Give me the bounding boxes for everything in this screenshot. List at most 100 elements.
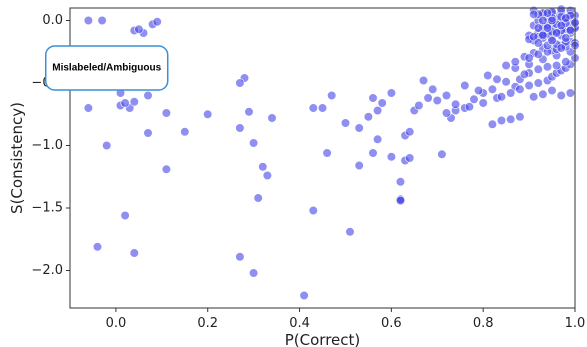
data-point	[551, 60, 562, 71]
data-point	[529, 9, 539, 19]
data-point	[299, 290, 309, 301]
y-tick-label: 0.0	[42, 13, 63, 28]
y-axis-label: S(Consistency)	[8, 102, 26, 214]
data-point	[551, 28, 562, 38]
data-point	[253, 193, 263, 203]
data-point	[423, 93, 433, 103]
data-point	[377, 98, 387, 108]
data-point	[405, 127, 415, 137]
data-point	[515, 84, 525, 94]
data-point	[565, 25, 576, 36]
data-point	[561, 57, 571, 67]
data-point	[441, 108, 452, 118]
data-point	[373, 134, 383, 144]
data-point	[345, 227, 355, 237]
data-point	[249, 138, 259, 148]
x-axis-label: P(Correct)	[285, 331, 361, 347]
data-point	[538, 15, 548, 26]
data-point	[395, 195, 406, 206]
data-point	[506, 114, 516, 124]
data-point	[483, 70, 493, 81]
plot-frame	[69, 7, 576, 309]
data-point	[203, 109, 213, 119]
data-point	[373, 105, 383, 116]
y-tick-label: −1.5	[31, 201, 63, 216]
data-point	[258, 162, 268, 172]
data-point	[262, 170, 273, 181]
data-point	[244, 107, 254, 117]
data-point	[143, 90, 153, 101]
data-point	[180, 127, 190, 137]
data-point	[129, 248, 139, 258]
data-point	[510, 57, 520, 67]
data-point	[386, 88, 397, 98]
data-point	[547, 85, 557, 96]
x-tick-label: 0.6	[381, 316, 402, 331]
data-point	[161, 108, 171, 118]
data-point	[83, 15, 93, 26]
data-point	[565, 88, 576, 98]
data-point	[161, 164, 171, 174]
y-tick-label: −1.0	[31, 138, 63, 153]
data-point	[235, 78, 245, 88]
data-point	[405, 153, 415, 163]
data-point	[368, 148, 378, 158]
data-point	[469, 94, 479, 104]
data-point	[308, 205, 318, 216]
x-tick-label: 0.2	[197, 316, 218, 331]
data-point	[519, 69, 530, 79]
data-point	[547, 35, 557, 46]
data-point	[395, 177, 406, 187]
data-point	[120, 98, 130, 108]
data-point	[322, 148, 332, 158]
data-point	[515, 112, 525, 122]
data-point	[524, 80, 534, 91]
data-point	[428, 84, 438, 94]
x-tick-label: 1.0	[565, 316, 586, 331]
data-point	[97, 15, 107, 26]
data-point	[506, 88, 516, 98]
data-point	[533, 23, 543, 33]
data-point	[437, 149, 447, 159]
data-point	[542, 62, 553, 72]
data-point	[152, 17, 162, 27]
data-point	[354, 123, 364, 133]
data-point	[235, 123, 245, 133]
data-point	[529, 32, 539, 42]
data-point	[542, 8, 553, 18]
data-point	[267, 113, 277, 123]
data-point	[533, 78, 543, 88]
data-point	[235, 252, 245, 262]
x-tick-label: 0.8	[473, 316, 494, 331]
data-point	[487, 119, 498, 129]
data-point	[308, 103, 318, 113]
data-point	[340, 118, 351, 128]
data-point	[533, 49, 543, 59]
data-point	[496, 115, 507, 126]
data-point	[547, 15, 557, 26]
data-point	[492, 74, 502, 84]
x-tick-label: 0.4	[289, 316, 310, 331]
data-point	[464, 102, 475, 112]
x-tick-label: 0.0	[106, 316, 127, 331]
data-point	[83, 103, 93, 113]
annotation-group: Mislabeled/Ambiguous	[44, 45, 169, 91]
data-point	[414, 100, 424, 111]
data-point	[496, 92, 507, 102]
data-point	[441, 90, 452, 101]
data-point	[451, 99, 461, 109]
data-point	[354, 160, 364, 171]
data-point	[561, 13, 571, 23]
data-point	[556, 90, 566, 101]
data-point	[474, 85, 484, 96]
data-points	[83, 4, 580, 301]
annotation-label: Mislabeled/Ambiguous	[52, 63, 161, 74]
data-point	[533, 38, 543, 48]
data-point	[134, 24, 144, 34]
data-point	[556, 20, 566, 31]
annotation-box	[44, 45, 169, 91]
data-point	[368, 93, 378, 103]
data-point	[538, 30, 548, 41]
